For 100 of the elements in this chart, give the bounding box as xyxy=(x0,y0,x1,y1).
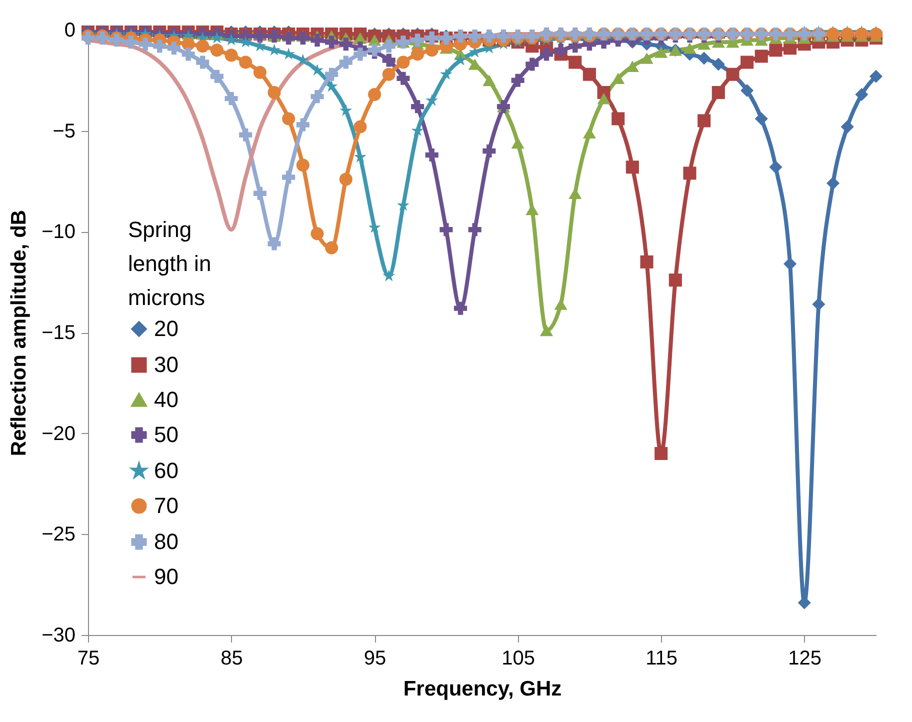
x-tick-label: 75 xyxy=(77,648,100,670)
point xyxy=(296,158,310,172)
point xyxy=(683,166,696,180)
y-tick-label: −15 xyxy=(42,322,76,344)
point xyxy=(411,100,424,114)
point xyxy=(411,48,424,61)
point xyxy=(354,120,367,134)
point xyxy=(440,223,453,236)
point xyxy=(840,120,854,134)
point xyxy=(526,58,539,71)
point xyxy=(382,270,396,282)
point xyxy=(225,34,238,46)
point xyxy=(540,48,553,61)
point xyxy=(282,112,296,126)
y-tick-label: −10 xyxy=(42,221,76,244)
point xyxy=(310,34,324,47)
point xyxy=(382,68,396,81)
point xyxy=(582,68,596,81)
point xyxy=(325,36,338,49)
point xyxy=(626,160,639,174)
point xyxy=(640,52,654,64)
point xyxy=(396,56,410,69)
point xyxy=(826,28,840,41)
point xyxy=(153,40,166,53)
point xyxy=(368,88,382,102)
point xyxy=(239,128,252,142)
point xyxy=(482,144,496,158)
point xyxy=(754,50,768,63)
point xyxy=(769,44,782,57)
legend-label: 90 xyxy=(154,564,178,589)
point xyxy=(325,241,338,254)
point xyxy=(382,40,396,53)
point xyxy=(310,227,324,240)
point xyxy=(855,88,868,102)
legend-label: 80 xyxy=(154,529,178,554)
point xyxy=(138,38,152,51)
x-axis-title: Frequency, GHz xyxy=(403,678,562,700)
point xyxy=(339,172,352,186)
legend-label: 50 xyxy=(154,422,178,447)
point xyxy=(282,170,296,184)
point xyxy=(612,72,625,84)
point xyxy=(554,44,568,57)
point xyxy=(568,56,582,69)
y-tick-label: −25 xyxy=(42,524,76,546)
point xyxy=(840,28,854,41)
point xyxy=(425,148,438,162)
point xyxy=(740,56,754,69)
point xyxy=(310,90,324,104)
y-tick-label: −20 xyxy=(42,422,76,445)
point xyxy=(740,84,754,98)
legend-title: Spring length in microns xyxy=(128,217,212,310)
x-tick-label: 105 xyxy=(502,648,536,670)
legend-label: 20 xyxy=(154,316,178,341)
point xyxy=(454,54,467,66)
point xyxy=(239,56,252,69)
point xyxy=(296,118,310,132)
point xyxy=(869,70,883,83)
point xyxy=(440,68,452,80)
point xyxy=(182,48,195,61)
point xyxy=(224,48,238,62)
point xyxy=(196,56,210,69)
point xyxy=(698,114,711,128)
point xyxy=(683,42,696,54)
point xyxy=(210,32,224,44)
point xyxy=(511,74,524,87)
y-tick-label: 0 xyxy=(64,20,76,42)
point xyxy=(698,52,711,65)
point xyxy=(354,48,367,61)
point xyxy=(654,46,668,58)
point xyxy=(454,302,468,315)
point xyxy=(210,70,224,83)
y-axis-title: Reflection amplitude, dB xyxy=(8,210,31,456)
point xyxy=(712,58,725,71)
point xyxy=(769,160,782,174)
point xyxy=(712,86,725,100)
point xyxy=(396,72,410,85)
legend-label: 70 xyxy=(154,493,178,518)
point xyxy=(325,68,338,81)
point xyxy=(855,28,868,41)
point xyxy=(668,274,682,287)
point xyxy=(640,255,654,268)
legend-label: 30 xyxy=(154,352,178,377)
point xyxy=(812,298,826,311)
point xyxy=(268,237,281,250)
x-tick-label: 85 xyxy=(220,648,243,670)
point xyxy=(826,176,840,190)
point xyxy=(425,44,438,57)
point xyxy=(382,54,396,67)
point xyxy=(582,127,596,138)
point xyxy=(339,56,352,69)
point xyxy=(325,80,338,92)
point xyxy=(224,92,238,106)
y-tick-label: −5 xyxy=(52,120,76,142)
point xyxy=(411,124,424,136)
legend-label: 40 xyxy=(154,387,178,412)
point xyxy=(612,112,625,126)
point xyxy=(426,94,438,106)
point xyxy=(268,86,281,100)
legend-label: 60 xyxy=(154,458,178,483)
point xyxy=(554,298,568,310)
